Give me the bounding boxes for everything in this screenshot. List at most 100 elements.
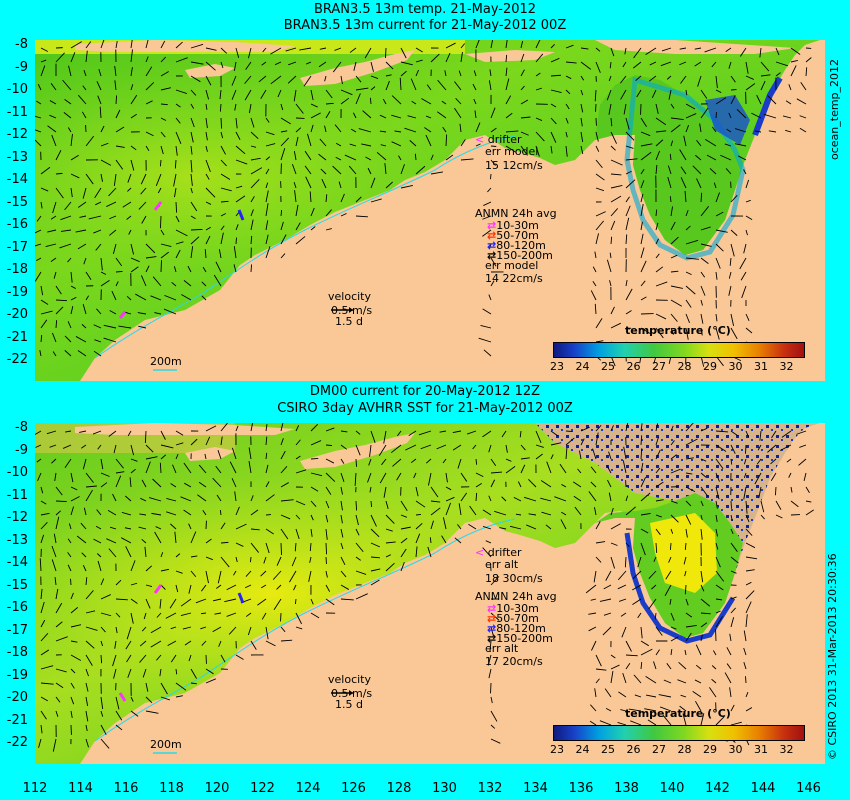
current-arrow xyxy=(745,61,749,74)
current-arrow xyxy=(149,497,162,502)
current-arrow xyxy=(338,181,342,189)
current-arrow xyxy=(218,249,222,259)
current-arrow xyxy=(490,145,497,147)
current-arrow xyxy=(383,430,387,444)
current-arrow xyxy=(70,682,75,689)
current-arrow xyxy=(115,145,125,148)
gulf-cool-patch xyxy=(705,95,750,145)
current-arrow xyxy=(82,85,87,91)
current-arrow xyxy=(250,157,261,161)
current-arrow xyxy=(655,222,659,231)
y-tick-label: -16 xyxy=(6,217,28,232)
current-arrow xyxy=(67,538,72,544)
current-arrow xyxy=(628,708,642,712)
current-arrow xyxy=(140,173,147,185)
current-arrow xyxy=(730,75,736,83)
y-tick-label: -10 xyxy=(6,465,28,480)
current-arrow xyxy=(160,251,169,259)
current-arrow xyxy=(640,117,647,127)
current-arrow xyxy=(205,145,208,152)
current-arrow xyxy=(115,281,119,287)
top-map-panel[interactable]: < drifter err model 15 12cm/s ANMN 24h a… xyxy=(35,40,825,381)
current-arrow xyxy=(160,454,167,460)
current-arrow xyxy=(245,570,252,577)
current-arrow xyxy=(68,523,72,530)
current-arrow xyxy=(786,458,792,463)
current-arrow xyxy=(340,514,343,524)
current-arrow xyxy=(655,327,664,339)
current-arrow xyxy=(619,598,627,602)
current-arrow xyxy=(430,486,439,498)
current-arrow xyxy=(745,691,749,698)
current-arrow xyxy=(608,103,612,115)
current-arrow xyxy=(745,444,747,454)
current-arrow xyxy=(77,201,87,208)
current-arrow xyxy=(155,526,162,530)
current-arrow xyxy=(190,555,198,558)
current-arrow xyxy=(36,215,42,222)
current-arrow xyxy=(367,472,372,483)
current-arrow xyxy=(655,266,664,273)
current-arrow xyxy=(348,165,357,175)
velocity-scale-arrowhead xyxy=(349,690,353,696)
current-arrow xyxy=(130,257,140,263)
current-arrow xyxy=(663,679,672,684)
current-arrow xyxy=(430,154,434,161)
current-arrow xyxy=(247,47,252,59)
current-arrow xyxy=(400,514,408,518)
current-arrow xyxy=(622,672,627,684)
current-arrow xyxy=(726,128,732,133)
current-arrow xyxy=(310,486,319,492)
current-arrow xyxy=(85,626,98,631)
current-arrow xyxy=(700,299,703,306)
current-arrow xyxy=(109,310,117,315)
current-arrow xyxy=(160,131,166,138)
current-arrow xyxy=(694,47,702,50)
colorbar-tick-label: 32 xyxy=(779,360,794,373)
current-arrow xyxy=(145,256,157,259)
isobath-label: 200m xyxy=(150,738,182,751)
current-arrow xyxy=(265,424,268,432)
current-arrow xyxy=(64,335,72,343)
current-arrow xyxy=(475,40,480,49)
current-arrow xyxy=(715,458,724,470)
current-arrow xyxy=(670,514,679,523)
current-arrow xyxy=(655,130,667,133)
current-arrow xyxy=(625,542,630,548)
current-arrow xyxy=(291,556,297,567)
bottom-map-panel[interactable]: < drifter err alt 18 30cm/s ANMN 24h avg… xyxy=(35,423,825,764)
current-arrow xyxy=(190,236,200,245)
current-arrow xyxy=(88,215,102,220)
current-arrow xyxy=(580,61,592,70)
current-arrow xyxy=(220,213,226,217)
current-arrow xyxy=(625,654,638,657)
current-arrow xyxy=(609,252,612,259)
current-arrow xyxy=(685,209,689,217)
current-arrow xyxy=(625,117,630,130)
current-arrow xyxy=(127,187,132,192)
current-arrow xyxy=(685,313,691,323)
current-arrow xyxy=(535,145,540,157)
current-arrow xyxy=(205,159,211,172)
current-arrow xyxy=(768,130,777,133)
current-arrow xyxy=(109,526,117,530)
current-arrow xyxy=(580,438,585,446)
current-arrow xyxy=(520,131,529,136)
current-arrow xyxy=(728,112,732,119)
current-arrow xyxy=(505,40,508,49)
current-arrow xyxy=(113,668,117,679)
current-arrow xyxy=(666,663,672,670)
current-arrow xyxy=(144,546,147,558)
current-arrow xyxy=(129,477,132,488)
current-arrow xyxy=(108,548,117,558)
current-arrow xyxy=(55,172,63,175)
current-arrow xyxy=(205,61,216,71)
current-arrow xyxy=(580,131,584,143)
current-arrow xyxy=(205,187,216,198)
current-arrow xyxy=(220,173,231,180)
temperature-colorbar xyxy=(553,342,805,358)
current-arrow xyxy=(277,89,282,98)
current-arrow xyxy=(715,486,720,500)
current-arrow xyxy=(295,455,301,460)
current-arrow xyxy=(482,430,492,438)
